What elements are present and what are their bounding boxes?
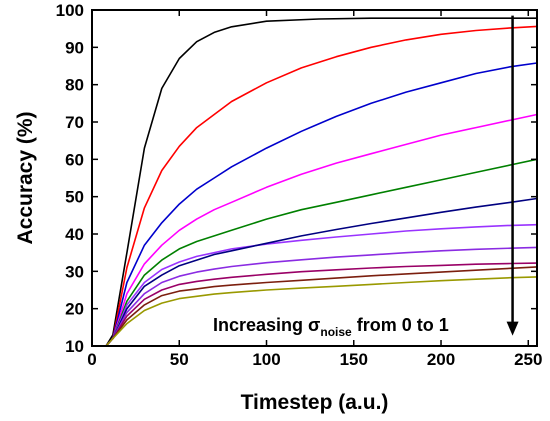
- y-tick-label: 90: [65, 38, 84, 57]
- y-tick-label: 70: [65, 113, 84, 132]
- y-tick-label: 100: [56, 1, 84, 20]
- y-axis-label: Accuracy (%): [14, 111, 37, 244]
- tick-layer: 0 50 100 150 200 250 10 20 30 40 50 60 70 80 90 100: [56, 1, 543, 369]
- y-tick-label: 10: [65, 337, 84, 356]
- series-line-5: [92, 158, 538, 347]
- annotation-suffix: from 0 to 1: [352, 315, 449, 335]
- annotation-subscript: noise: [320, 325, 352, 339]
- y-tick-label: 20: [65, 300, 84, 319]
- series-line-3: [92, 62, 538, 347]
- series-line-1: [92, 17, 537, 347]
- series-line-7: [92, 197, 538, 347]
- series-layer: [92, 17, 538, 347]
- plot-frame: [91, 9, 538, 347]
- x-axis-label: Timestep (a.u.): [241, 391, 389, 414]
- x-tick-label: 200: [427, 350, 455, 369]
- y-tick-label: 30: [65, 262, 84, 281]
- trend-arrow-head: [506, 321, 519, 336]
- y-tick-label: 50: [65, 188, 84, 207]
- series-line-8: [92, 246, 538, 347]
- annotation-prefix: Increasing: [213, 315, 308, 335]
- x-tick-label: 250: [514, 350, 542, 369]
- y-tick-label: 60: [65, 150, 84, 169]
- series-line-2: [92, 25, 538, 347]
- series-line-9: [92, 262, 538, 347]
- trend-arrow: [506, 15, 519, 336]
- series-line-11: [92, 276, 538, 347]
- series-line-6: [92, 223, 538, 347]
- series-line-4: [92, 113, 538, 347]
- series-line-10: [92, 266, 538, 347]
- x-tick-label: 0: [87, 350, 96, 369]
- noise-annotation: Increasing σnoise from 0 to 1: [213, 315, 449, 339]
- x-tick-label: 50: [170, 350, 189, 369]
- y-tick-label: 80: [65, 76, 84, 95]
- sigma-symbol: σ: [308, 315, 320, 335]
- x-tick-label: 150: [340, 350, 368, 369]
- y-tick-label: 40: [65, 225, 84, 244]
- x-tick-label: 100: [252, 350, 280, 369]
